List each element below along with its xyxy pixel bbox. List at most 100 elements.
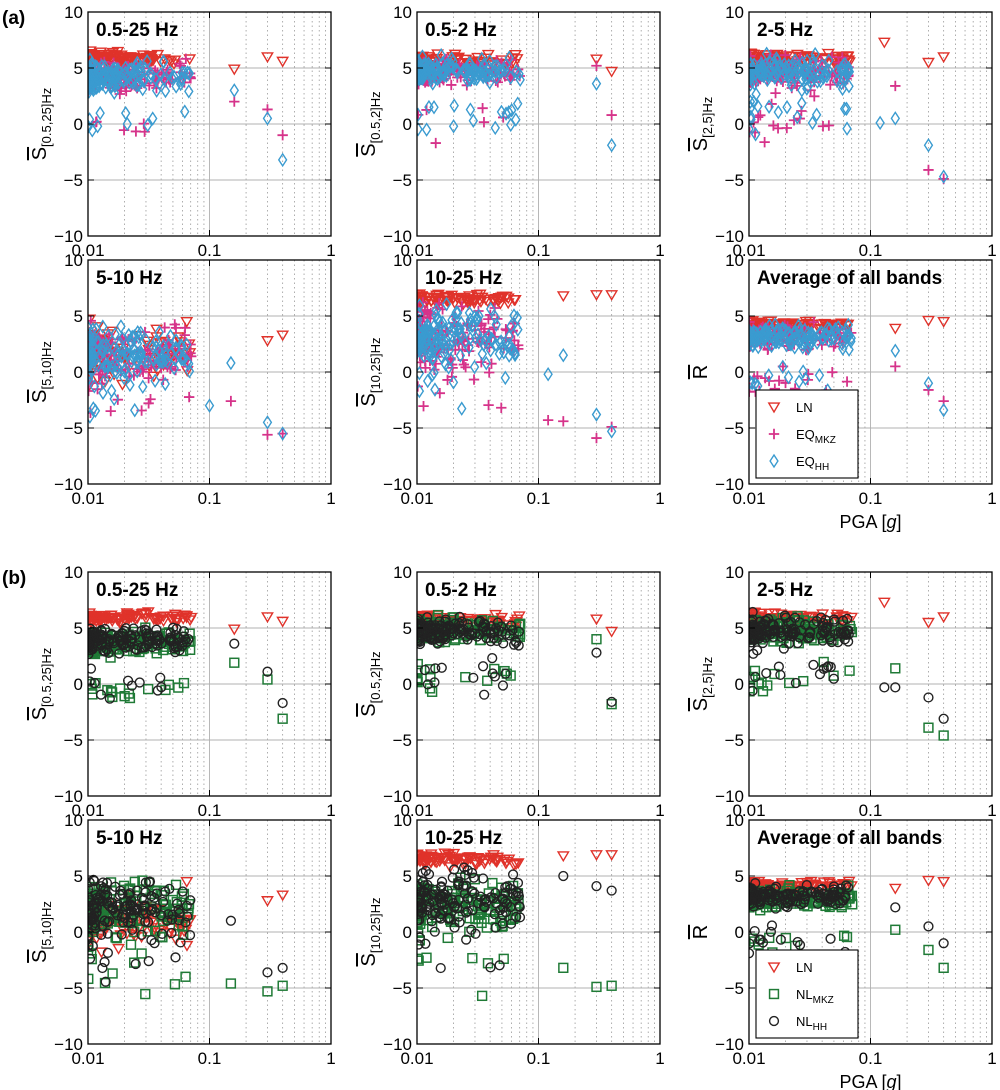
point-nl_hh xyxy=(477,873,489,884)
point-eq_hh xyxy=(126,333,136,349)
point-eq_hh xyxy=(88,66,94,82)
x-tick-label: 1 xyxy=(987,489,996,508)
point-ln xyxy=(937,612,951,624)
point-ln xyxy=(261,336,274,347)
point-eq_hh xyxy=(452,305,463,321)
y-axis-label: S[10,25]Hz xyxy=(358,338,383,407)
point-nl_hh xyxy=(429,677,440,688)
point-nl_mkz xyxy=(442,932,453,944)
point-nl_hh xyxy=(500,882,511,893)
point-ln xyxy=(495,292,508,304)
point-eq_hh xyxy=(160,83,171,99)
legend-marker-eq_hh xyxy=(769,453,779,469)
point-eq_hh xyxy=(136,63,146,78)
point-eq_mkz xyxy=(827,366,838,378)
point-ln xyxy=(180,317,194,328)
point-nl_hh xyxy=(591,647,602,658)
point-ln xyxy=(151,365,164,377)
point-nl_hh xyxy=(506,620,517,631)
point-eq_hh xyxy=(110,357,120,373)
point-eq_hh xyxy=(810,46,820,62)
point-nl_hh xyxy=(172,898,183,909)
point-nl_hh xyxy=(100,646,111,657)
point-eq_hh xyxy=(749,374,755,390)
point-nl_hh xyxy=(166,914,178,925)
point-ln xyxy=(261,52,274,64)
point-eq_hh xyxy=(176,351,187,367)
y-tick-label: 10 xyxy=(64,811,83,830)
y-tick-label: −5 xyxy=(725,419,744,438)
point-eq_hh xyxy=(436,47,446,63)
point-nl_hh xyxy=(96,929,107,941)
panel-title: 10-25 Hz xyxy=(425,828,502,849)
point-nl_hh xyxy=(184,930,196,941)
point-nl_hh xyxy=(507,869,519,880)
point-ln xyxy=(114,930,128,942)
point-eq_mkz xyxy=(159,322,170,333)
point-nl_mkz xyxy=(119,690,130,702)
point-eq_hh xyxy=(777,61,788,77)
point-nl_mkz xyxy=(489,663,500,675)
point-eq_hh xyxy=(88,346,98,362)
point-nl_hh xyxy=(110,881,121,892)
point-nl_mkz xyxy=(498,953,509,965)
point-eq_mkz xyxy=(825,79,836,90)
point-nl_hh xyxy=(152,685,163,696)
point-nl_hh xyxy=(104,693,115,704)
point-eq_hh xyxy=(440,322,450,337)
point-eq_mkz xyxy=(606,109,617,121)
point-nl_hh xyxy=(104,896,115,908)
point-nl_hh xyxy=(800,619,811,630)
point-eq_hh xyxy=(809,70,819,86)
point-eq_hh xyxy=(772,332,783,347)
point-eq_hh xyxy=(169,360,179,376)
panel-title: 0.5-2 Hz xyxy=(425,20,497,41)
point-eq_hh xyxy=(151,83,162,98)
point-nl_hh xyxy=(494,960,505,971)
point-eq_hh xyxy=(182,65,193,80)
point-nl_hh xyxy=(749,628,760,640)
y-tick-label: −10 xyxy=(54,475,83,494)
point-eq_hh xyxy=(171,79,181,94)
point-eq_hh xyxy=(606,138,617,153)
point-eq_hh xyxy=(750,376,760,392)
point-eq_mkz xyxy=(591,60,602,71)
point-eq_hh xyxy=(93,334,103,349)
point-nl_hh xyxy=(436,881,447,892)
point-eq_hh xyxy=(431,71,441,86)
point-nl_hh xyxy=(773,661,784,672)
point-eq_hh xyxy=(429,99,439,115)
y-axis-label: S[2,5]Hz xyxy=(690,657,715,712)
point-nl_hh xyxy=(890,682,901,693)
point-nl_hh xyxy=(454,626,465,638)
point-eq_hh xyxy=(441,296,452,312)
point-eq_hh xyxy=(417,365,425,381)
point-ln xyxy=(844,881,858,893)
point-ln xyxy=(88,612,97,624)
point-eq_hh xyxy=(807,328,818,344)
point-eq_hh xyxy=(111,344,121,360)
point-eq_hh xyxy=(500,370,511,386)
point-eq_hh xyxy=(800,371,811,387)
scatter-points xyxy=(417,47,619,153)
point-nl_hh xyxy=(606,885,617,896)
point-eq_hh xyxy=(88,81,98,96)
point-ln xyxy=(180,940,194,952)
x-tick-label: 0.01 xyxy=(732,801,765,820)
point-nl_hh xyxy=(488,893,499,904)
point-eq_mkz xyxy=(229,96,240,107)
scatter-points xyxy=(417,848,619,1002)
point-eq_hh xyxy=(417,69,423,85)
point-nl_hh xyxy=(417,889,425,900)
point-ln xyxy=(130,613,144,625)
point-eq_hh xyxy=(427,367,438,383)
point-ln xyxy=(937,52,951,64)
point-eq_mkz xyxy=(180,53,192,65)
point-nl_hh xyxy=(154,633,165,645)
point-ln xyxy=(417,852,426,864)
point-ln xyxy=(922,57,935,69)
point-ln xyxy=(129,55,143,67)
point-eq_mkz xyxy=(225,395,237,407)
